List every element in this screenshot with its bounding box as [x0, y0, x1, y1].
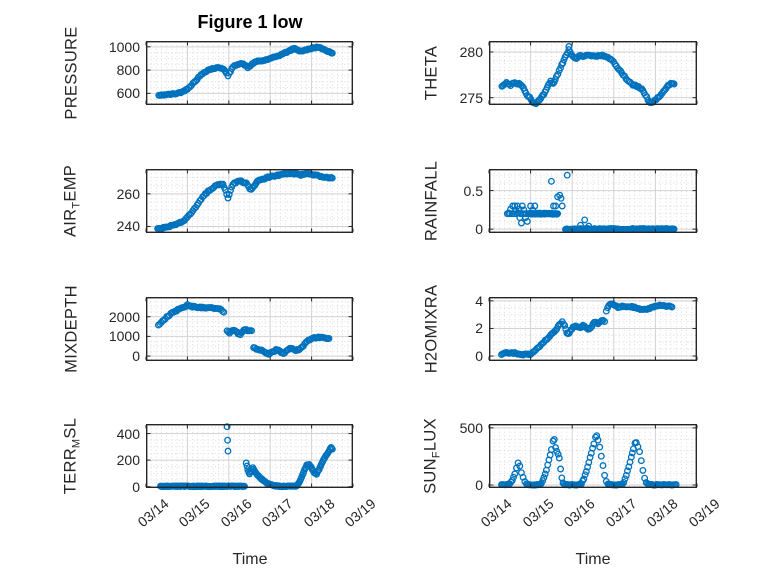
data-markers	[157, 423, 336, 491]
y-tick-label: 200	[116, 452, 140, 469]
subplot-airtemp	[145, 168, 354, 233]
ylabel-part: F	[430, 451, 443, 459]
y-tick-label: 0	[132, 478, 140, 495]
tick-marks	[145, 170, 354, 232]
data-markers	[154, 301, 333, 358]
tick-marks	[145, 298, 354, 360]
y-tick-label: 275	[459, 89, 483, 106]
axes-box	[488, 168, 698, 233]
y-tick-label: 260	[116, 185, 140, 202]
tick-marks	[488, 425, 698, 487]
x-axis-label-right: Time	[575, 551, 611, 568]
subplot-mixdepth	[145, 296, 354, 361]
tick-marks	[488, 298, 698, 360]
minor-grid	[489, 41, 697, 105]
y-tick-label: 800	[116, 62, 140, 79]
subplot-theta	[488, 40, 698, 108]
subplot-rainfall	[488, 168, 698, 234]
axes-box	[145, 296, 354, 361]
figure-title: Figure 1 low	[197, 12, 303, 32]
x-axis-label-left: Time	[232, 551, 268, 568]
subplot-sunflux	[488, 423, 698, 489]
tick-marks	[145, 42, 354, 104]
y-tick-label: 2000	[108, 308, 140, 325]
axes-box	[488, 40, 698, 105]
major-grid	[489, 41, 697, 105]
y-tick-label: 500	[459, 419, 483, 436]
ylabel-part: AIR	[61, 208, 80, 238]
y-tick-label: 1000	[108, 38, 140, 55]
subplot-pressure	[145, 40, 354, 105]
ylabel-part: TERR	[61, 448, 80, 495]
y-tick-label: 240	[116, 218, 140, 235]
y-tick-label: 0.5	[463, 182, 483, 199]
y-tick-label: 0	[475, 477, 483, 494]
axes-box	[145, 423, 354, 488]
axes-box	[145, 40, 354, 105]
y-tick-label: 280	[459, 43, 483, 60]
major-grid	[146, 424, 353, 488]
y-tick-label: 1000	[108, 328, 140, 345]
tick-marks	[488, 42, 698, 104]
axes-box	[488, 423, 698, 488]
y-tick-label: 0	[475, 221, 483, 238]
axes-box	[145, 168, 354, 233]
y-tick-label: 400	[116, 425, 140, 442]
y-tick-label: 600	[116, 85, 140, 102]
ylabel-part: EMP	[61, 164, 80, 202]
data-markers	[154, 169, 336, 233]
axes-box	[488, 296, 698, 361]
ylabel-part: SL	[61, 417, 80, 439]
subplot-terrmsl	[145, 423, 354, 491]
data-markers	[498, 300, 676, 359]
ylabel-part: T	[70, 201, 83, 209]
tick-marks	[488, 170, 698, 232]
subplot-h2omixra	[488, 296, 698, 361]
y-tick-label: 0	[132, 348, 140, 365]
tick-marks	[145, 425, 354, 488]
y-tick-label: 2	[475, 320, 483, 337]
y-tick-label: 4	[475, 292, 483, 309]
data-markers	[155, 43, 336, 99]
minor-grid	[489, 169, 697, 233]
y-tick-label: 0	[475, 348, 483, 365]
data-markers	[498, 432, 680, 489]
major-grid	[489, 169, 697, 233]
